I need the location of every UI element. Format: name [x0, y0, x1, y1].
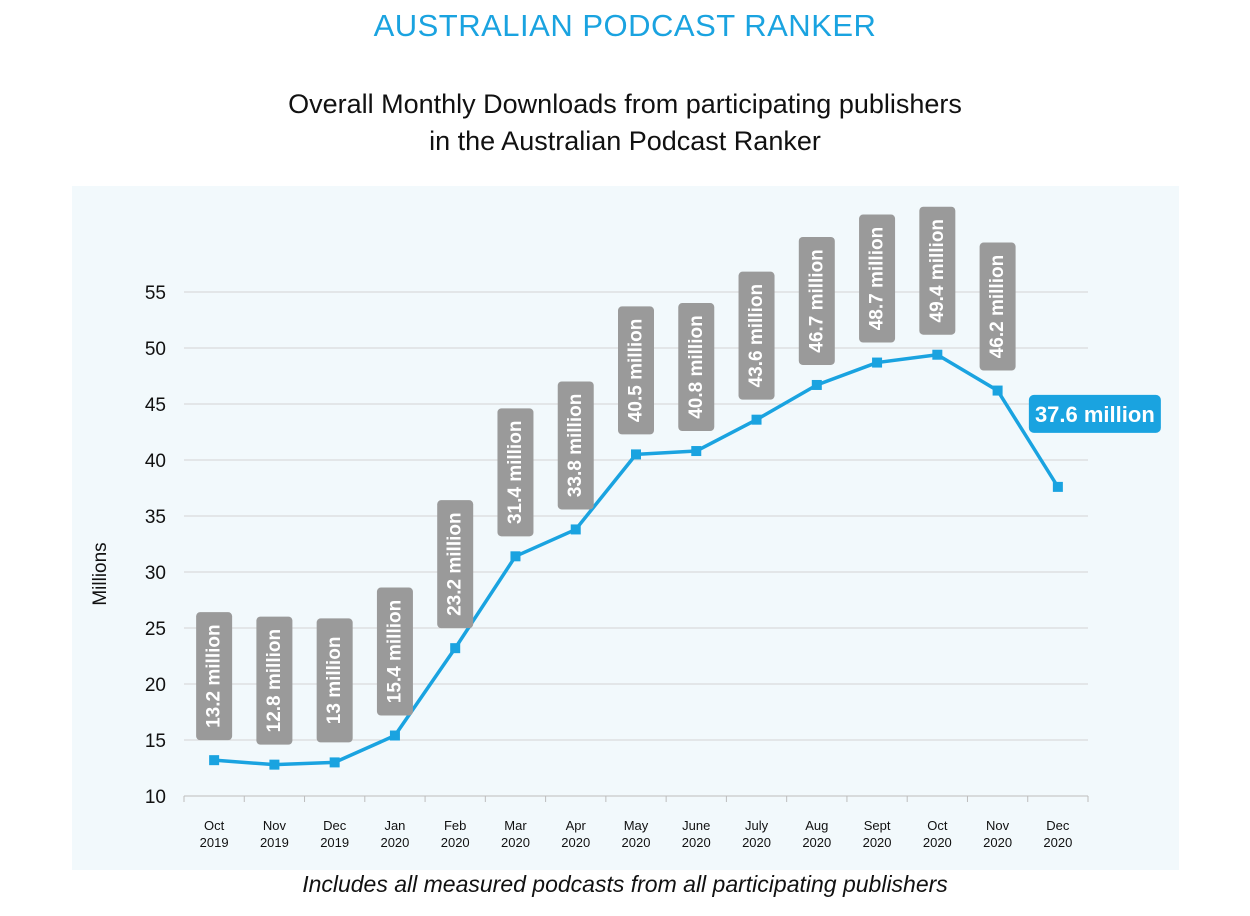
data-point	[691, 446, 702, 457]
x-tick-label: Aug 2020	[802, 818, 831, 850]
highlight-label-box	[1028, 394, 1161, 433]
x-tick-label: July 2020	[742, 818, 771, 850]
data-point	[389, 730, 400, 741]
x-tick-label: May 2020	[622, 818, 651, 850]
x-tick-label: Sept 2020	[863, 818, 892, 850]
data-label-box	[798, 236, 835, 365]
x-tick-label: Jan 2020	[380, 818, 409, 850]
data-label: 12.8 million	[264, 629, 285, 732]
data-point	[751, 414, 762, 425]
line-chart: 10 15 20 25 30 35 40 45 50 55 Millions Oct 2019 Nov 20…	[90, 206, 1161, 850]
y-tick-label: 40	[145, 451, 166, 472]
chart-panel: 10 15 20 25 30 35 40 45 50 55 Millions Oct 2019 Nov 20…	[72, 186, 1179, 870]
data-label-box	[738, 271, 775, 400]
data-point	[872, 357, 883, 368]
data-point	[992, 385, 1003, 396]
data-label: 23.2 million	[445, 512, 466, 615]
brand-title: AUSTRALIAN PODCAST RANKER	[373, 8, 877, 43]
data-label-box	[678, 303, 715, 432]
data-label: 15.4 million	[384, 600, 405, 703]
y-tick-label: 50	[145, 339, 166, 360]
data-point	[1052, 481, 1063, 492]
data-point	[811, 379, 822, 390]
x-tick-label: June 2020	[682, 818, 711, 850]
data-label: 49.4 million	[927, 219, 948, 322]
x-tick-label: Mar 2020	[501, 818, 530, 850]
data-label: 37.6 million	[1035, 402, 1155, 427]
y-axis-label: Millions	[90, 542, 111, 605]
data-label-box	[979, 242, 1016, 371]
data-label: 31.4 million	[505, 421, 526, 524]
data-label: 43.6 million	[746, 284, 767, 387]
x-tick-label: Nov 2020	[983, 818, 1012, 850]
data-label-box	[618, 306, 654, 435]
data-point	[510, 551, 521, 562]
data-label: 13.2 million	[204, 624, 225, 727]
data-point	[631, 449, 641, 460]
data-label-box	[557, 381, 594, 510]
data-point	[932, 349, 943, 360]
y-tick-label: 10	[145, 787, 166, 808]
y-tick-label: 20	[145, 675, 166, 696]
data-point	[269, 759, 280, 770]
data-label-box	[376, 587, 413, 716]
x-tick-label: Oct 2020	[923, 818, 952, 850]
x-tick-label: Feb 2020	[441, 818, 470, 850]
data-label: 40.8 million	[686, 315, 707, 418]
y-tick-label: 35	[145, 507, 166, 528]
y-tick-label: 45	[145, 395, 166, 416]
subtitle-line-2: in the Australian Podcast Ranker	[429, 126, 821, 156]
y-tick-label: 30	[145, 563, 166, 584]
data-label-box	[437, 500, 474, 629]
data-label: 46.7 million	[806, 249, 827, 352]
data-label: 40.5 million	[626, 319, 647, 422]
data-label-box	[497, 408, 534, 537]
data-point	[209, 755, 220, 766]
data-label: 33.8 million	[565, 394, 586, 497]
data-label-box	[919, 206, 956, 335]
footnote: Includes all measured podcasts from all …	[302, 871, 948, 897]
y-tick-label: 55	[145, 283, 166, 304]
data-point	[570, 524, 581, 535]
data-label: 48.7 million	[867, 227, 888, 330]
data-label-box	[316, 618, 353, 743]
y-tick-label: 15	[145, 731, 166, 752]
subtitle-line-1: Overall Monthly Downloads from participa…	[288, 89, 962, 119]
data-label-box	[859, 214, 896, 343]
x-tick-label: Nov 2019	[260, 818, 289, 850]
data-point	[450, 643, 461, 654]
x-tick-label: Dec 2019	[320, 818, 349, 850]
y-tick-label: 25	[145, 619, 166, 640]
x-tick-label: Dec 2020	[1043, 818, 1072, 850]
data-label: 13 million	[324, 637, 345, 725]
data-label-box	[256, 616, 293, 745]
x-tick-label: Oct 2019	[200, 818, 229, 850]
data-point	[329, 757, 340, 768]
data-label: 46.2 million	[987, 255, 1008, 358]
x-tick-label: Apr 2020	[561, 818, 590, 850]
data-label-box	[196, 612, 233, 741]
chart-subtitle: Overall Monthly Downloads from participa…	[0, 86, 1250, 160]
